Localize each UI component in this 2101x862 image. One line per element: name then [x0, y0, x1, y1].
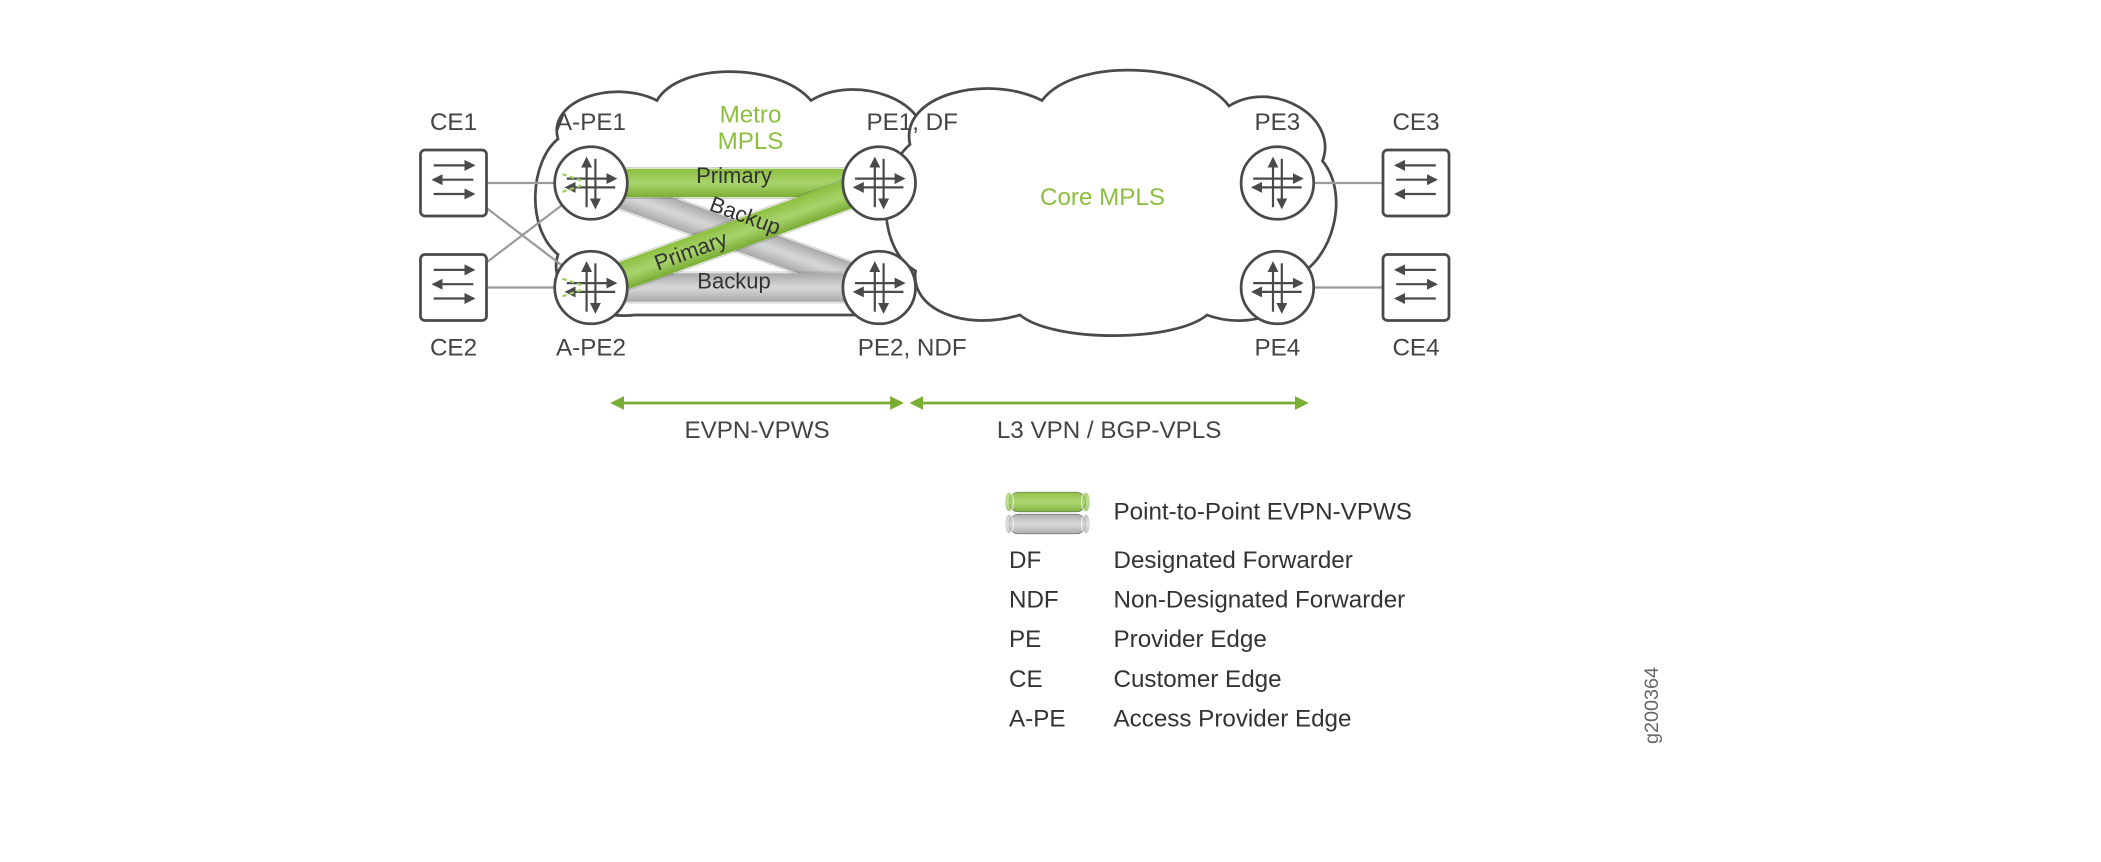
node-pe1	[843, 147, 916, 220]
node-pe2	[843, 251, 916, 324]
node-label-pe3: PE3	[1255, 109, 1301, 136]
node-label-ce3: CE3	[1392, 109, 1439, 136]
node-label-ape1: A-PE1	[556, 109, 626, 136]
node-ce1	[421, 150, 487, 216]
segment-label-0: EVPN-VPWS	[685, 417, 830, 444]
legend-desc-2: Provider Edge	[1114, 626, 1267, 653]
tube-label-ape1-pe1: Primary	[696, 163, 772, 188]
figure-id: g200364	[1641, 667, 1663, 744]
legend-term-2: PE	[1009, 626, 1041, 653]
node-label-pe4: PE4	[1255, 335, 1301, 362]
legend-term-1: NDF	[1009, 587, 1059, 614]
node-label-ce4: CE4	[1392, 335, 1439, 362]
metro-cloud-label: MPLS	[718, 128, 784, 155]
core-cloud-label: Core MPLS	[1040, 184, 1165, 211]
tube-label-ape2-pe2: Backup	[697, 269, 770, 294]
node-ape2	[555, 251, 628, 324]
network-diagram: MetroMPLSCore MPLSPrimaryBackupPrimaryBa…	[0, 0, 2101, 862]
legend-desc-0: Designated Forwarder	[1114, 547, 1353, 574]
node-ce4	[1383, 255, 1449, 321]
legend-desc-3: Customer Edge	[1114, 666, 1282, 693]
legend-term-0: DF	[1009, 547, 1041, 574]
node-label-ce2: CE2	[430, 335, 477, 362]
node-label-pe2: PE2, NDF	[858, 335, 967, 362]
legend-term-4: A-PE	[1009, 705, 1065, 732]
node-ape1	[555, 147, 628, 220]
node-pe4	[1241, 251, 1314, 324]
node-label-pe1: PE1, DF	[866, 109, 957, 136]
legend-desc-1: Non-Designated Forwarder	[1114, 587, 1406, 614]
segment-label-1: L3 VPN / BGP-VPLS	[997, 417, 1222, 444]
legend-desc-4: Access Provider Edge	[1114, 705, 1352, 732]
legend-tube-label: Point-to-Point EVPN-VPWS	[1114, 499, 1412, 526]
legend-term-3: CE	[1009, 666, 1043, 693]
node-label-ape2: A-PE2	[556, 335, 626, 362]
node-label-ce1: CE1	[430, 109, 477, 136]
node-pe3	[1241, 147, 1314, 220]
legend: Point-to-Point EVPN-VPWS DF Designated For…	[1005, 492, 1412, 732]
node-ce2	[421, 255, 487, 321]
metro-cloud-label: Metro	[720, 102, 782, 129]
node-ce3	[1383, 150, 1449, 216]
